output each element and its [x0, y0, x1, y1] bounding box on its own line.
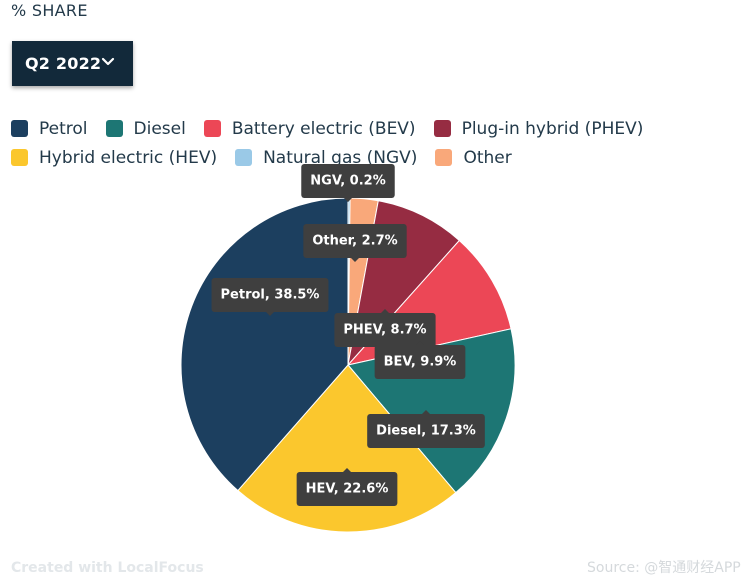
- legend-item-hev[interactable]: Hybrid electric (HEV): [11, 148, 217, 168]
- legend-swatch-diesel: [105, 120, 123, 137]
- slice-label-text-petrol: Petrol, 38.5%: [221, 288, 320, 303]
- slice-label-diesel: Diesel, 17.3%: [367, 410, 485, 448]
- slice-label-text-phev: PHEV, 8.7%: [343, 323, 426, 338]
- slice-label-text-other: Other, 2.7%: [312, 234, 397, 249]
- legend-label-diesel: Diesel: [133, 118, 186, 139]
- slice-label-text-diesel: Diesel, 17.3%: [376, 424, 476, 439]
- slice-label-box-petrol: [211, 278, 329, 312]
- slice-label-pointer-petrol: [266, 312, 274, 316]
- slice-label-box-ngv: [301, 164, 395, 198]
- slice-label-hev: HEV, 22.6%: [296, 468, 398, 506]
- slice-label-pointer-other: [351, 258, 359, 262]
- legend-label-petrol: Petrol: [39, 118, 88, 139]
- legend-swatch-ngv: [235, 149, 253, 166]
- legend-item-bev[interactable]: Battery electric (BEV): [203, 118, 416, 139]
- legend-label-other: Other: [463, 147, 512, 168]
- pie-slice-hev[interactable]: [237, 364, 457, 533]
- slice-label-pointer-diesel: [422, 410, 430, 414]
- slice-label-text-ngv: NGV, 0.2%: [310, 174, 385, 189]
- footer-credit: Created with LocalFocus: [11, 560, 204, 576]
- legend-item-diesel[interactable]: Diesel: [105, 118, 186, 139]
- legend-swatch-phev: [433, 120, 451, 137]
- legend-label-phev: Plug-in hybrid (PHEV): [461, 118, 644, 139]
- legend-label-bev: Battery electric (BEV): [231, 118, 416, 139]
- pie-slice-petrol[interactable]: [180, 197, 349, 492]
- legend-row-1: Petrol Diesel Battery electric (BEV) Plu…: [11, 114, 711, 143]
- footer-source: Source: @智通财经APP: [587, 560, 741, 576]
- legend-item-phev[interactable]: Plug-in hybrid (PHEV): [433, 118, 644, 139]
- unit-label: % SHARE: [11, 1, 88, 20]
- legend-swatch-hev: [11, 149, 28, 166]
- pie-labels: NGV, 0.2% Other, 2.7% PHEV, 8.7% BEV, 9.9% D…: [211, 164, 485, 506]
- slice-label-ngv: NGV, 0.2%: [301, 164, 395, 202]
- legend-swatch-petrol: [11, 120, 28, 137]
- slice-label-phev: PHEV, 8.7%: [334, 309, 436, 347]
- legend-swatch-bev: [203, 120, 221, 137]
- legend-row-2: Hybrid electric (HEV) Natural gas (NGV) …: [11, 143, 711, 172]
- chevron-down-icon: [101, 57, 115, 66]
- slice-label-pointer-ngv: [344, 198, 352, 202]
- chart-legend: Petrol Diesel Battery electric (BEV) Plu…: [11, 114, 711, 172]
- slice-label-text-bev: BEV, 9.9%: [384, 355, 457, 370]
- legend-item-other[interactable]: Other: [435, 147, 512, 168]
- slice-label-pointer-phev: [381, 309, 389, 313]
- legend-item-ngv[interactable]: Natural gas (NGV): [235, 148, 417, 168]
- slice-label-bev: BEV, 9.9%: [374, 341, 466, 379]
- slice-label-pointer-bev: [416, 341, 424, 345]
- legend-swatch-other: [435, 149, 453, 166]
- slice-label-box-diesel: [367, 414, 485, 448]
- period-dropdown-value: Q2 2022: [25, 54, 102, 73]
- legend-label-ngv: Natural gas (NGV): [263, 147, 418, 168]
- legend-item-petrol[interactable]: Petrol: [11, 119, 88, 139]
- slice-label-box-bev: [374, 345, 466, 379]
- slice-label-text-hev: HEV, 22.6%: [306, 482, 389, 497]
- slice-label-pointer-hev: [343, 468, 351, 472]
- slice-label-box-hev: [296, 472, 398, 506]
- period-dropdown[interactable]: Q2 2022: [12, 41, 133, 86]
- slice-label-box-other: [303, 224, 407, 258]
- slice-label-box-phev: [334, 313, 436, 347]
- slice-label-petrol: Petrol, 38.5%: [211, 278, 329, 316]
- legend-label-hev: Hybrid electric (HEV): [39, 147, 218, 168]
- slice-label-other: Other, 2.7%: [303, 224, 407, 262]
